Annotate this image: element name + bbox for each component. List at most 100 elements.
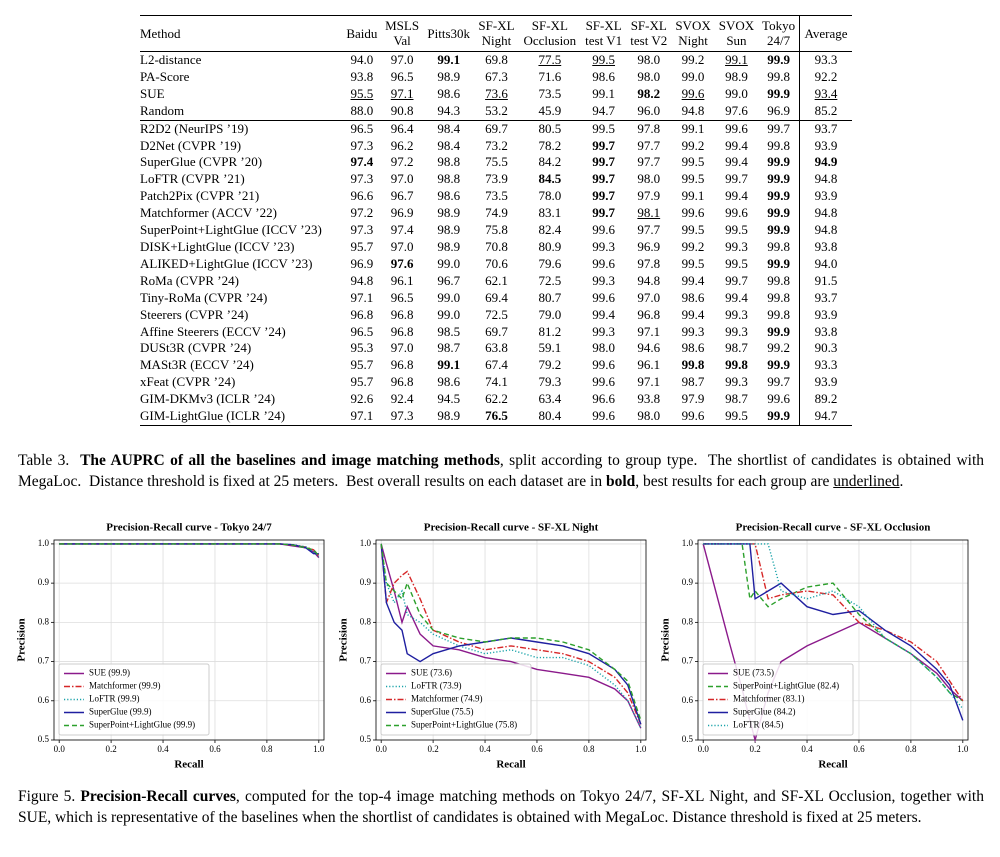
- legend-label: SUE (73.5): [733, 668, 774, 678]
- x-tick-label: 0.4: [157, 744, 169, 754]
- value-cell: 98.6: [681, 340, 705, 356]
- value-cell: 69.7: [485, 323, 508, 339]
- table-row: SUE 95.5 97.1 98.6 73.6 73.5 99.1 98.2 99.6 99.0 9…: [140, 85, 852, 103]
- value-cell: 99.7: [592, 205, 616, 221]
- value-cell: 97.1: [350, 289, 374, 305]
- value-cell: 99.1: [681, 120, 705, 136]
- value-cell: 94.3: [437, 102, 461, 118]
- value-cell: 97.2: [390, 154, 414, 170]
- value-cell: 94.8: [350, 272, 374, 288]
- figure-caption: Figure 5. Precision-Recall curves, compu…: [18, 786, 984, 828]
- value-cell: 99.4: [681, 272, 705, 288]
- value-cell: 69.8: [485, 52, 508, 67]
- legend-label: SuperPoint+LightGlue (99.9): [89, 720, 195, 730]
- value-cell: 63.8: [485, 340, 508, 356]
- value-cell: 99.3: [725, 323, 748, 339]
- plot-frame: [697, 539, 969, 741]
- value-cell: 94.8: [799, 222, 852, 239]
- value-cell: 99.7: [592, 188, 616, 204]
- value-cell: 97.4: [350, 154, 374, 170]
- pr-curve: [380, 543, 642, 729]
- value-cell: 79.3: [538, 374, 562, 390]
- x-tick-label: 0.6: [853, 744, 865, 754]
- value-cell: 67.4: [485, 357, 508, 373]
- method-cell: SuperGlue (CVPR ’20): [140, 154, 263, 170]
- y-tick-label: 0.9: [38, 577, 50, 587]
- value-cell: 69.7: [485, 120, 508, 136]
- value-cell: 78.0: [538, 188, 562, 204]
- value-cell: 76.5: [485, 408, 508, 424]
- value-cell: 96.1: [637, 357, 661, 373]
- value-cell: 99.9: [767, 52, 790, 67]
- plot-frame: [53, 539, 325, 741]
- value-cell: 99.8: [681, 357, 705, 373]
- value-cell: 85.2: [799, 102, 852, 121]
- pr-curve: [380, 543, 642, 721]
- value-cell: 99.3: [592, 238, 616, 254]
- pr-curve: [59, 543, 320, 558]
- value-cell: 93.7: [799, 120, 852, 138]
- value-cell: 81.2: [538, 323, 562, 339]
- legend-label: SuperPoint+LightGlue (82.4): [733, 681, 839, 691]
- x-tick-label: 0.0: [376, 744, 388, 754]
- value-cell: 96.6: [592, 391, 616, 407]
- method-cell: Steerers (CVPR ’24): [140, 306, 249, 322]
- method-cell: ALIKED+LightGlue (ICCV ’23): [140, 255, 313, 271]
- legend-label: Matchformer (83.1): [733, 694, 804, 704]
- value-cell: 96.8: [350, 306, 374, 322]
- value-cell: 98.7: [437, 340, 461, 356]
- value-cell: 97.3: [350, 137, 374, 153]
- method-cell: Patch2Pix (CVPR ’21): [140, 188, 260, 204]
- x-tick-label: 0.2: [427, 744, 438, 754]
- method-cell: SuperPoint+LightGlue (ICCV ’23): [140, 222, 322, 238]
- value-cell: 73.2: [485, 137, 508, 153]
- table-row: Steerers (CVPR ’24) 96.8 96.8 99.0 72.5 79.0 9…: [140, 306, 852, 324]
- y-tick-label: 1.0: [38, 538, 50, 548]
- chart-title: Precision-Recall curve - SF-XL Occlusion: [736, 522, 931, 534]
- value-cell: 80.4: [538, 408, 562, 424]
- value-cell: 98.0: [637, 68, 661, 84]
- value-cell: 99.3: [725, 374, 748, 390]
- value-cell: 97.1: [350, 408, 374, 424]
- value-cell: 73.6: [485, 85, 508, 101]
- value-cell: 97.3: [390, 408, 414, 424]
- value-cell: 94.8: [799, 171, 852, 189]
- value-cell: 96.8: [390, 374, 414, 390]
- value-cell: 98.6: [437, 188, 461, 204]
- table-row: D2Net (CVPR ’19) 97.3 96.2 98.4 73.2 78.2 99.7…: [140, 137, 852, 155]
- x-tick-label: 0.4: [479, 744, 491, 754]
- x-tick-label: 0.8: [261, 744, 273, 754]
- value-cell: 96.2: [390, 137, 414, 153]
- value-cell: 99.0: [725, 85, 748, 101]
- value-cell: 96.5: [390, 68, 414, 84]
- value-cell: 98.4: [437, 137, 461, 153]
- x-tick-label: 1.0: [957, 744, 969, 754]
- method-cell: DISK+LightGlue (ICCV ’23): [140, 238, 295, 254]
- value-cell: 78.2: [538, 137, 562, 153]
- legend-label: LoFTR (73.9): [411, 681, 462, 691]
- value-cell: 99.8: [767, 238, 790, 254]
- caption-text: , best results for each group are: [635, 473, 834, 490]
- value-cell: 99.2: [681, 238, 705, 254]
- value-cell: 99.8: [725, 357, 748, 373]
- value-cell: 99.9: [767, 154, 790, 170]
- value-cell: 74.1: [485, 374, 508, 390]
- table-row: Patch2Pix (CVPR ’21) 96.6 96.7 98.6 73.5 78.0…: [140, 188, 852, 206]
- x-tick-label: 0.2: [749, 744, 760, 754]
- value-cell: 98.7: [725, 391, 748, 407]
- value-cell: 62.1: [485, 272, 508, 288]
- pr-curve: [59, 543, 320, 557]
- value-cell: 45.9: [538, 102, 562, 118]
- value-cell: 96.8: [390, 323, 414, 339]
- x-tick-label: 0.2: [105, 744, 116, 754]
- value-cell: 99.8: [767, 68, 790, 84]
- caption-text: bold: [605, 473, 636, 490]
- table-row: GIM-DKMv3 (ICLR ’24) 92.6 92.4 94.5 62.2 63.4…: [140, 391, 852, 409]
- value-cell: 97.7: [637, 222, 661, 238]
- value-cell: 71.6: [538, 68, 562, 84]
- pr-curve: [703, 543, 964, 710]
- pr-curve: [380, 543, 642, 729]
- value-cell: 94.7: [799, 408, 852, 426]
- value-cell: 93.9: [799, 188, 852, 206]
- value-cell: 96.5: [390, 289, 414, 305]
